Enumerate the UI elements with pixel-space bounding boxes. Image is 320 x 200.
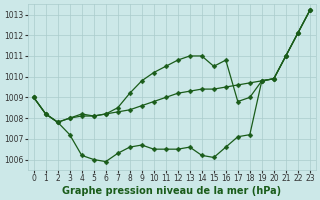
X-axis label: Graphe pression niveau de la mer (hPa): Graphe pression niveau de la mer (hPa): [62, 186, 281, 196]
